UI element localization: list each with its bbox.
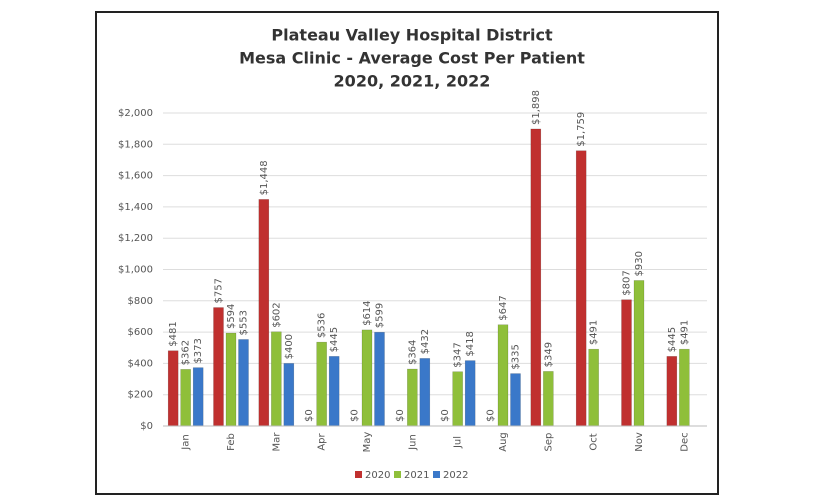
bar (192, 367, 204, 427)
value-label: $400 (284, 334, 295, 359)
y-tick-label: $200 (128, 390, 153, 401)
bar (328, 356, 340, 427)
bar (407, 368, 418, 427)
value-label: $1,759 (576, 112, 587, 147)
bar (679, 348, 690, 427)
value-label: $481 (168, 321, 179, 346)
value-label: $930 (634, 251, 645, 276)
bar (167, 350, 179, 427)
bar (575, 150, 587, 427)
bar (213, 307, 224, 427)
x-tick-label: Jun (407, 434, 418, 451)
legend-swatch (433, 471, 440, 478)
y-tick-label: $800 (128, 296, 153, 307)
x-tick-label: Apr (317, 432, 328, 450)
bar (543, 371, 554, 427)
bar (361, 329, 373, 427)
x-tick-label: Dec (679, 432, 690, 451)
bar (510, 373, 521, 427)
x-tick-label: Nov (634, 432, 645, 452)
bar (621, 299, 632, 427)
bar (283, 363, 295, 427)
bar (271, 331, 282, 427)
legend-label: 2022 (443, 470, 468, 481)
bar (316, 341, 327, 427)
x-tick-label: Mar (271, 432, 282, 452)
value-label: $418 (465, 331, 476, 356)
value-label: $347 (453, 342, 464, 367)
value-label: $362 (181, 340, 192, 365)
value-label: $536 (317, 313, 328, 338)
value-label: $647 (498, 295, 509, 320)
x-tick-label: Sep (543, 433, 554, 452)
bar (419, 358, 431, 427)
bar (464, 360, 476, 427)
y-tick-label: $0 (140, 421, 153, 432)
y-tick-label: $400 (128, 358, 153, 369)
value-label: $0 (486, 409, 497, 422)
value-label: $0 (350, 409, 361, 422)
y-tick-label: $1,200 (118, 233, 153, 244)
legend-label: 2021 (404, 470, 429, 481)
value-label: $614 (362, 300, 373, 325)
legend-label: 2020 (365, 470, 390, 481)
chart-title: Mesa Clinic - Average Cost Per Patient (239, 49, 585, 68)
value-label: $1,448 (259, 160, 270, 195)
chart-title: 2020, 2021, 2022 (334, 72, 491, 91)
value-label: $1,898 (531, 90, 542, 125)
y-tick-label: $1,800 (118, 139, 153, 150)
y-tick-label: $1,400 (118, 202, 153, 213)
bar (238, 339, 249, 427)
value-label: $757 (214, 278, 225, 303)
value-label: $445 (329, 327, 340, 352)
y-tick-label: $1,600 (118, 171, 153, 182)
value-label: $364 (407, 340, 418, 365)
bar (374, 332, 385, 427)
value-label: $335 (511, 344, 522, 369)
value-label: $432 (420, 329, 431, 354)
bar (530, 128, 542, 427)
value-label: $0 (395, 409, 406, 422)
value-label: $445 (667, 327, 678, 352)
bar (497, 324, 509, 427)
legend-swatch (355, 471, 362, 478)
value-label: $491 (589, 320, 600, 345)
value-label: $0 (440, 409, 451, 422)
x-tick-label: Oct (589, 433, 600, 450)
value-label: $594 (226, 304, 237, 329)
chart-title: Plateau Valley Hospital District (271, 26, 553, 45)
bar (225, 332, 237, 427)
bar (588, 348, 599, 427)
bar (452, 371, 463, 427)
bar (180, 369, 191, 427)
value-label: $553 (239, 310, 250, 335)
bar (666, 356, 678, 427)
value-label: $602 (271, 302, 282, 327)
y-tick-label: $1,000 (118, 265, 153, 276)
value-label: $349 (543, 342, 554, 367)
x-tick-label: Jan (181, 434, 192, 450)
value-label: $373 (193, 338, 204, 363)
y-tick-label: $600 (128, 327, 153, 338)
x-tick-label: Aug (498, 432, 509, 452)
value-label: $0 (304, 409, 315, 422)
bar (258, 199, 270, 427)
legend-swatch (394, 471, 401, 478)
value-label: $807 (622, 270, 633, 295)
y-tick-label: $2,000 (118, 108, 153, 119)
bar (633, 280, 645, 427)
value-label: $491 (679, 320, 690, 345)
value-label: $599 (375, 303, 386, 328)
x-tick-label: Feb (226, 433, 237, 451)
x-tick-label: May (362, 432, 373, 453)
x-tick-label: Jul (453, 436, 464, 449)
